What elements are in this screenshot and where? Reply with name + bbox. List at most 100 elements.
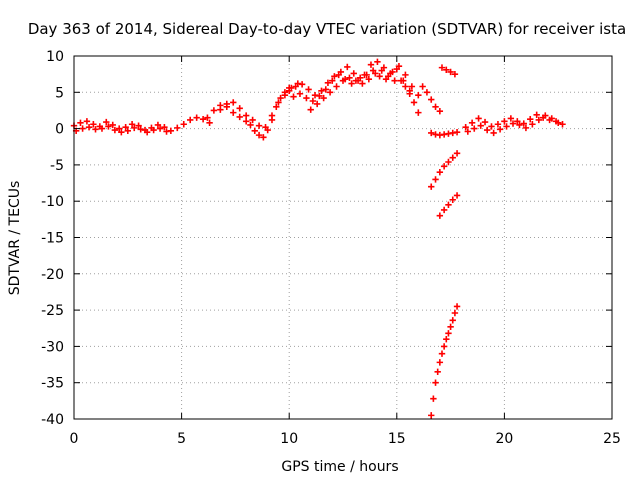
data-point [273, 103, 280, 111]
x-tick-label: 10 [280, 431, 298, 447]
data-point [481, 118, 489, 126]
data-point [163, 128, 170, 135]
axis-ticks [73, 55, 613, 420]
data-point [324, 79, 332, 87]
data-point [507, 115, 515, 122]
data-point [275, 99, 282, 106]
data-point [535, 116, 543, 124]
data-point [451, 70, 459, 78]
data-point [346, 74, 353, 81]
data-point [503, 123, 510, 130]
data-point [449, 196, 456, 203]
data-point [124, 127, 131, 134]
data-point [436, 107, 444, 115]
data-point [406, 90, 413, 97]
y-tick-label: -30 [41, 339, 64, 355]
series-arc-baseline-early-b [72, 123, 170, 136]
data-point [533, 111, 540, 119]
data-point [397, 77, 405, 84]
y-tick-label: -25 [41, 303, 64, 319]
data-point [277, 94, 284, 102]
data-point [496, 126, 504, 133]
data-point [415, 92, 422, 99]
data-point [348, 80, 355, 87]
y-tick-label: 10 [46, 49, 64, 65]
data-point [281, 92, 289, 99]
data-point [438, 350, 446, 357]
data-point [313, 100, 321, 108]
data-point [436, 212, 444, 219]
data-point [161, 123, 168, 131]
y-tick-label: -10 [41, 194, 64, 210]
data-point [135, 122, 142, 129]
data-point [402, 71, 409, 79]
data-point [432, 176, 439, 183]
data-point [393, 65, 400, 73]
data-point [359, 80, 366, 87]
data-point [440, 163, 448, 170]
series-arc-17-top [438, 64, 459, 78]
data-point [193, 114, 200, 121]
data-point [542, 112, 549, 119]
data-point [432, 379, 439, 386]
data-point [501, 118, 508, 125]
data-point [115, 125, 123, 132]
data-point [105, 123, 112, 130]
data-point [199, 115, 207, 123]
data-point [154, 121, 162, 129]
data-point [548, 115, 555, 122]
data-point [436, 168, 444, 176]
data-point [305, 86, 312, 93]
series-arc-descent-15 [397, 77, 422, 116]
data-point [374, 58, 381, 66]
data-point [428, 129, 435, 137]
data-point [247, 121, 254, 129]
series-arc-baseline-early [70, 114, 213, 134]
data-point [372, 70, 379, 77]
data-point [447, 68, 454, 76]
data-point [445, 158, 452, 166]
data-point [296, 90, 304, 97]
data-point [143, 129, 151, 136]
data-point [471, 125, 478, 132]
data-point [529, 121, 536, 128]
data-point [329, 77, 336, 84]
data-point [307, 106, 314, 113]
data-point [447, 323, 454, 330]
data-point [309, 97, 317, 105]
x-tick-label: 15 [388, 431, 406, 447]
data-point [559, 121, 566, 128]
data-point [103, 118, 110, 126]
data-point [365, 76, 373, 83]
data-point [494, 121, 502, 128]
y-tick-label: -35 [41, 376, 64, 392]
y-tick-label: -40 [41, 412, 64, 428]
data-point [292, 83, 299, 90]
data-point [77, 119, 84, 126]
data-point [423, 89, 431, 96]
data-point [440, 343, 448, 350]
data-point [468, 119, 476, 126]
data-point [434, 368, 441, 376]
data-point [204, 114, 211, 121]
y-tick-labels: 10 5 0 -5 -10 -15 -20 -25 -30 -35 -40 [41, 49, 64, 428]
y-tick-label: -20 [41, 267, 64, 283]
chart-title: Day 363 of 2014, Sidereal Day-to-day VTE… [28, 20, 626, 38]
data-point [98, 125, 106, 132]
data-point [236, 113, 243, 121]
data-point [410, 99, 418, 106]
series-arc-midday-c [307, 67, 398, 113]
data-point [443, 66, 450, 73]
data-point [432, 103, 439, 111]
grid-lines [74, 56, 612, 419]
data-point [322, 86, 329, 93]
x-tick-labels: 0 5 10 15 20 25 [70, 431, 621, 447]
data-point [187, 116, 194, 124]
data-point [443, 335, 450, 343]
data-point [230, 109, 237, 116]
data-point [109, 121, 116, 129]
data-point [174, 124, 181, 132]
data-point [223, 100, 230, 108]
series-arc-morning-bump [204, 84, 293, 141]
